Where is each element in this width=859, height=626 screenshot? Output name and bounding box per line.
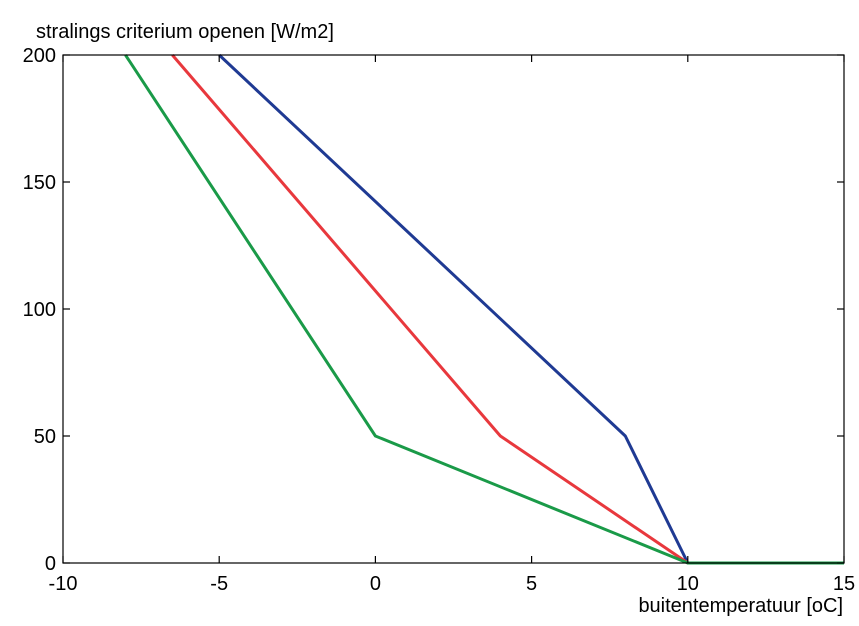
x-tick-label: 5	[526, 573, 537, 595]
x-tick-label: -5	[210, 573, 228, 595]
series-layer	[124, 53, 844, 565]
y-tick-label: 50	[34, 426, 56, 448]
y-tick-label: 150	[23, 172, 56, 194]
y-tick-label: 0	[45, 553, 56, 575]
series-line-1	[218, 53, 844, 565]
x-axis-label: buitentemperatuur [oC]	[638, 595, 843, 617]
x-tick-label: 0	[370, 573, 381, 595]
series-line-3	[124, 54, 844, 565]
y-axis-label: stralings criterium openen [W/m2]	[36, 21, 334, 43]
x-tick-label: 10	[677, 573, 699, 595]
y-tick-label: 100	[23, 299, 56, 321]
x-tick-label: 15	[833, 573, 855, 595]
y-tick-label: 200	[23, 45, 56, 67]
x-tick-label: -10	[49, 573, 78, 595]
series-line-2	[171, 54, 844, 565]
plot-frame	[62, 54, 845, 564]
